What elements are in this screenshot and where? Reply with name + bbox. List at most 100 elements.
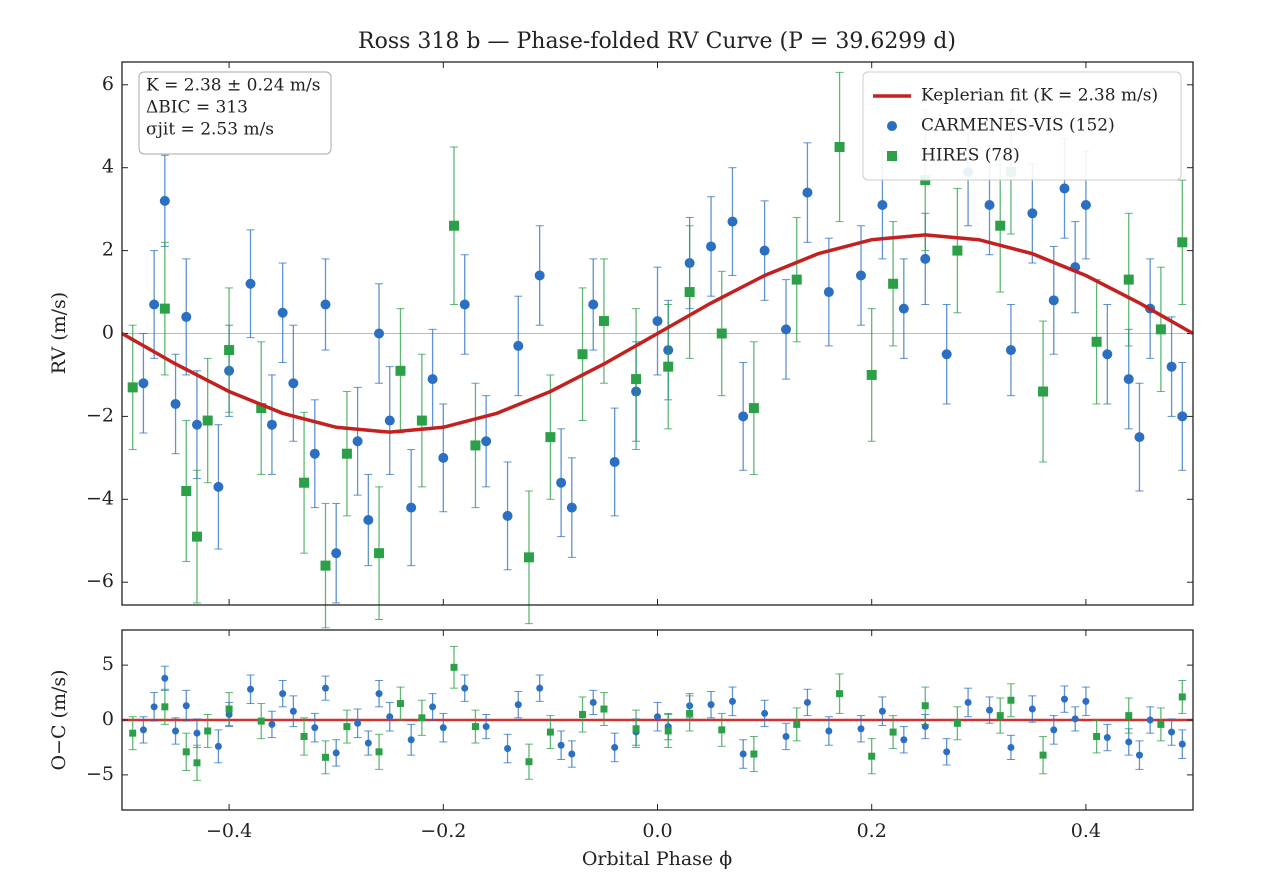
data-point (257, 717, 265, 725)
data-point (450, 663, 458, 671)
data-point (1135, 751, 1143, 759)
data-point (320, 299, 331, 310)
data-point (429, 703, 437, 711)
data-point (557, 741, 565, 749)
data-point (727, 216, 738, 227)
data-point (1166, 361, 1177, 372)
data-point (343, 723, 351, 731)
data-point (588, 299, 599, 310)
data-point (224, 345, 235, 356)
data-point (706, 241, 717, 252)
data-point (577, 349, 588, 360)
data-point (427, 374, 438, 385)
y-tick-label: 4 (102, 156, 114, 178)
data-point (857, 725, 865, 733)
chart-title: Ross 318 b — Phase-folded RV Curve (P = … (358, 29, 956, 54)
data-point (213, 481, 224, 492)
data-point (632, 725, 640, 733)
data-point (1091, 336, 1102, 347)
data-point (1059, 183, 1070, 194)
data-point (877, 200, 888, 211)
data-point (138, 378, 149, 389)
data-point (1178, 693, 1186, 701)
data-point (1123, 374, 1134, 385)
data-point (1123, 274, 1134, 285)
data-point (416, 415, 427, 426)
data-point (825, 727, 833, 735)
data-point (836, 690, 844, 698)
legend-label: Keplerian fit (K = 2.38 m/s) (921, 86, 1158, 106)
annotation: σjit = 2.53 m/s (146, 120, 274, 140)
data-point (921, 702, 929, 710)
data-point (129, 729, 137, 737)
data-point (247, 685, 255, 693)
data-point (952, 245, 963, 256)
data-point (793, 720, 801, 728)
data-point (504, 745, 512, 753)
data-point (482, 723, 490, 731)
data-point (964, 698, 972, 706)
data-point (1007, 743, 1015, 751)
data-point (471, 723, 479, 731)
data-point (1155, 324, 1166, 335)
data-point (268, 720, 276, 728)
data-point (150, 703, 158, 711)
data-point (525, 758, 533, 766)
data-point (514, 701, 522, 709)
y-axis-label: RV (m/s) (48, 292, 70, 374)
data-point (738, 411, 749, 422)
data-point (374, 548, 385, 559)
data-point (204, 727, 212, 735)
data-point (1048, 295, 1059, 306)
data-point (1134, 432, 1145, 443)
data-point (279, 690, 287, 698)
data-point (536, 684, 544, 692)
data-point (191, 531, 202, 542)
data-point (311, 724, 319, 732)
data-point (803, 698, 811, 706)
legend-swatch (887, 121, 897, 131)
y-tick-label: −6 (86, 570, 114, 592)
data-point (545, 432, 556, 443)
data-point (320, 560, 331, 571)
data-point (611, 743, 619, 751)
data-point (1080, 200, 1091, 211)
data-point (321, 684, 329, 692)
data-point (900, 736, 908, 744)
data-point (664, 727, 672, 735)
data-point (855, 270, 866, 281)
data-point (888, 278, 899, 289)
legend-label: HIRES (78) (921, 146, 1020, 166)
data-point (149, 299, 160, 310)
data-point (1146, 716, 1154, 724)
annotation: K = 2.38 ± 0.24 m/s (146, 76, 320, 96)
data-point (781, 324, 792, 335)
data-point (159, 303, 170, 314)
data-point (406, 502, 417, 513)
y-tick-label: 0 (102, 708, 114, 730)
data-point (1177, 411, 1188, 422)
data-point (352, 436, 363, 447)
data-point (684, 287, 695, 298)
data-point (1050, 726, 1058, 734)
data-point (868, 752, 876, 760)
data-point (193, 759, 201, 767)
data-point (995, 220, 1006, 231)
data-point (341, 448, 352, 459)
data-point (609, 456, 620, 467)
data-point (556, 477, 567, 488)
y-tick-label: −2 (86, 404, 114, 426)
data-point (277, 307, 288, 318)
legend-box (862, 71, 1182, 181)
y-tick-label: 5 (102, 653, 114, 675)
legend-swatch (887, 151, 897, 161)
data-point (1177, 237, 1188, 248)
data-point (579, 711, 587, 719)
data-point (331, 548, 342, 559)
data-point (354, 719, 362, 727)
data-point (941, 349, 952, 360)
data-point (225, 705, 233, 713)
data-point (1157, 720, 1165, 728)
data-point (182, 702, 190, 710)
data-point (395, 365, 406, 376)
